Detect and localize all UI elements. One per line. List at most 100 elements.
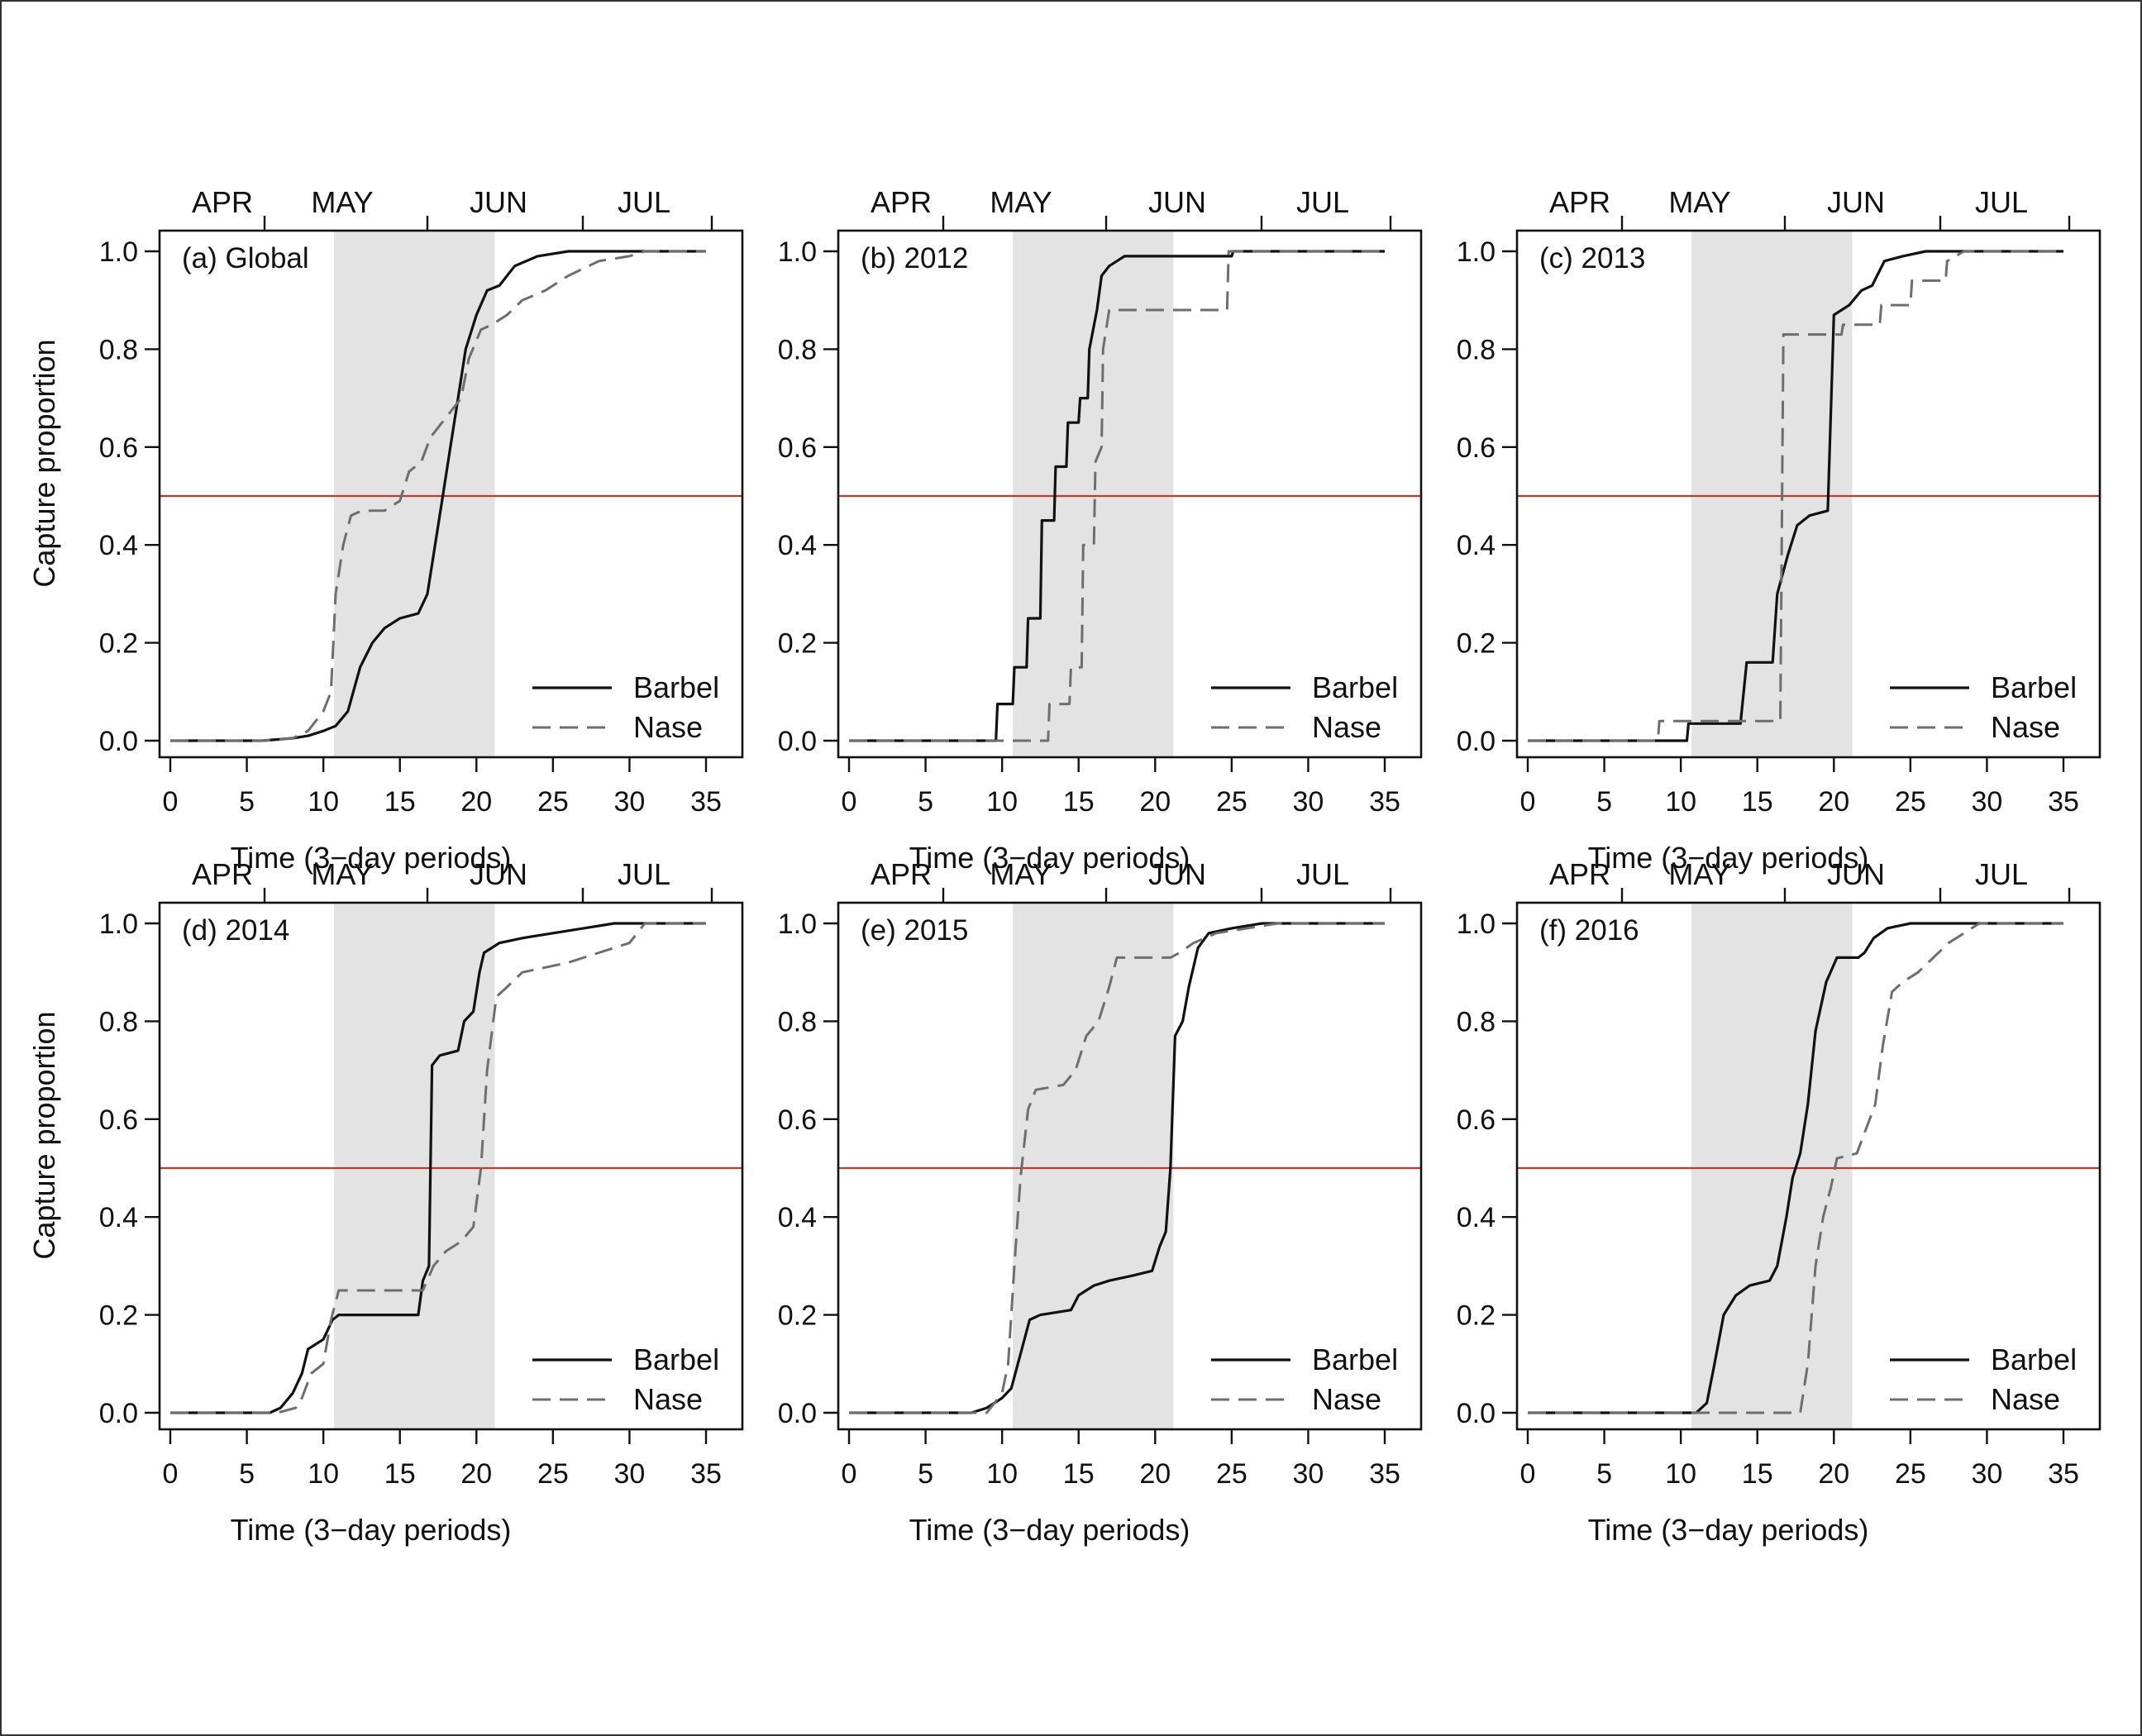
barbel-series-line	[849, 922, 1385, 1414]
x-tick-label: 35	[1369, 786, 1400, 818]
x-tick-label: 15	[384, 1458, 416, 1490]
month-label: JUN	[1148, 857, 1206, 891]
barbel-series-line	[849, 250, 1385, 742]
x-tick-label: 15	[384, 786, 416, 818]
x-tick-label: 30	[614, 786, 646, 818]
legend-nase-label: Nase	[1991, 710, 2060, 744]
panel-5: 0.0 0.2 0.4 0.6 0.8 1.0 0 5 10 15 20 25 30 35 APR MAY JU…	[778, 857, 1423, 1547]
nase-series-line	[849, 250, 1385, 742]
legend-barbel-label: Barbel	[633, 670, 719, 704]
y-tick-label: 1.0	[778, 236, 817, 268]
month-label: MAY	[990, 857, 1052, 891]
shaded-period	[1691, 231, 1853, 757]
nase-series-line	[1528, 922, 2063, 1414]
month-label: APR	[192, 185, 253, 219]
x-tick-label: 30	[1293, 1458, 1324, 1490]
legend-nase-label: Nase	[633, 710, 703, 744]
y-tick-label: 0.4	[1457, 1202, 1496, 1233]
month-label: JUN	[1148, 185, 1206, 219]
legend-barbel-label: Barbel	[1312, 670, 1398, 704]
x-tick-label: 5	[918, 786, 933, 818]
y-tick-label: 1.0	[778, 909, 817, 940]
y-tick-label: 1.0	[99, 236, 138, 268]
x-tick-label: 20	[1139, 786, 1171, 818]
panel-3: 0.0 0.2 0.4 0.6 0.8 1.0 0 5 10 15 20 25 30 35 APR MAY JU…	[1457, 185, 2101, 875]
x-tick-label: 30	[1972, 786, 2003, 818]
plot-frame	[837, 901, 1423, 1431]
x-tick-label: 0	[163, 786, 179, 818]
month-label: MAY	[311, 857, 373, 891]
x-tick-label: 0	[842, 1458, 857, 1490]
month-label: JUL	[1296, 857, 1349, 891]
plot-frame	[1515, 901, 2101, 1431]
plot-frame	[1515, 229, 2101, 759]
x-tick-label: 25	[537, 1458, 569, 1490]
y-tick-label: 0.0	[1457, 1398, 1496, 1429]
shaded-period	[1013, 231, 1174, 757]
nase-series-line	[170, 922, 706, 1414]
month-label: APR	[871, 857, 932, 891]
legend-nase-label: Nase	[633, 1382, 703, 1416]
month-label: MAY	[1668, 185, 1730, 219]
y-axis-title: Capture proportion	[27, 339, 61, 587]
y-tick-label: 0.4	[1457, 530, 1496, 561]
month-label: MAY	[311, 185, 373, 219]
y-tick-label: 0.8	[99, 1006, 138, 1037]
y-tick-label: 0.2	[778, 628, 817, 660]
barbel-series-line	[170, 922, 706, 1414]
legend-barbel-label: Barbel	[1991, 1343, 2077, 1376]
legend-barbel-label: Barbel	[633, 1343, 719, 1376]
y-tick-label: 0.8	[1457, 1006, 1496, 1037]
x-axis-title: Time (3−day periods)	[909, 1513, 1190, 1547]
x-tick-label: 35	[690, 1458, 722, 1490]
nase-series-line	[1528, 250, 2063, 742]
nase-series-line	[170, 250, 706, 742]
x-tick-label: 25	[1895, 1458, 1926, 1490]
x-tick-label: 35	[690, 786, 722, 818]
y-tick-label: 0.6	[99, 432, 138, 464]
y-tick-label: 0.0	[778, 726, 817, 757]
panel-label: (c) 2013	[1539, 242, 1645, 274]
y-tick-label: 1.0	[1457, 236, 1496, 268]
month-label: JUL	[1975, 185, 2028, 219]
x-tick-label: 15	[1063, 786, 1095, 818]
plot-frame	[158, 229, 744, 759]
panel-label: (a) Global	[182, 242, 309, 274]
y-tick-label: 0.4	[778, 1202, 817, 1233]
y-tick-label: 0.8	[1457, 334, 1496, 365]
x-tick-label: 5	[1596, 786, 1612, 818]
panel-label: (e) 2015	[861, 914, 968, 947]
month-label: JUL	[618, 185, 670, 219]
panel-1: 0.0 0.2 0.4 0.6 0.8 1.0 0 5 10 15 20 25 30 35 APR MAY JU…	[27, 185, 744, 875]
x-tick-label: 0	[163, 1458, 179, 1490]
y-tick-label: 0.0	[778, 1398, 817, 1429]
month-label: JUL	[1296, 185, 1349, 219]
x-tick-label: 5	[918, 1458, 933, 1490]
plot-frame	[837, 229, 1423, 759]
panel-2: 0.0 0.2 0.4 0.6 0.8 1.0 0 5 10 15 20 25 30 35 APR MAY JU…	[778, 185, 1423, 875]
month-label: JUL	[1975, 857, 2028, 891]
month-label: APR	[1549, 857, 1610, 891]
x-axis-title: Time (3−day periods)	[1588, 841, 1869, 875]
legend-nase-label: Nase	[1991, 1382, 2060, 1416]
legend-nase-label: Nase	[1312, 1382, 1381, 1416]
month-label: APR	[192, 857, 253, 891]
x-tick-label: 30	[1293, 786, 1324, 818]
x-tick-label: 10	[986, 786, 1018, 818]
x-tick-label: 20	[1139, 1458, 1171, 1490]
x-tick-label: 10	[986, 1458, 1018, 1490]
plot-frame	[158, 901, 744, 1431]
month-label: JUN	[1827, 185, 1885, 219]
panel-6: 0.0 0.2 0.4 0.6 0.8 1.0 0 5 10 15 20 25 30 35 APR MAY JU…	[1457, 857, 2101, 1547]
x-tick-label: 35	[2048, 786, 2079, 818]
barbel-series-line	[1528, 922, 2063, 1414]
y-tick-label: 0.8	[99, 334, 138, 365]
y-tick-label: 0.4	[99, 1202, 138, 1233]
month-label: MAY	[990, 185, 1052, 219]
y-tick-label: 0.6	[1457, 432, 1496, 464]
y-tick-label: 0.2	[1457, 1300, 1496, 1332]
y-axis-title: Capture proportion	[27, 1011, 61, 1259]
nase-series-line	[849, 922, 1385, 1414]
month-label: MAY	[1668, 857, 1730, 891]
